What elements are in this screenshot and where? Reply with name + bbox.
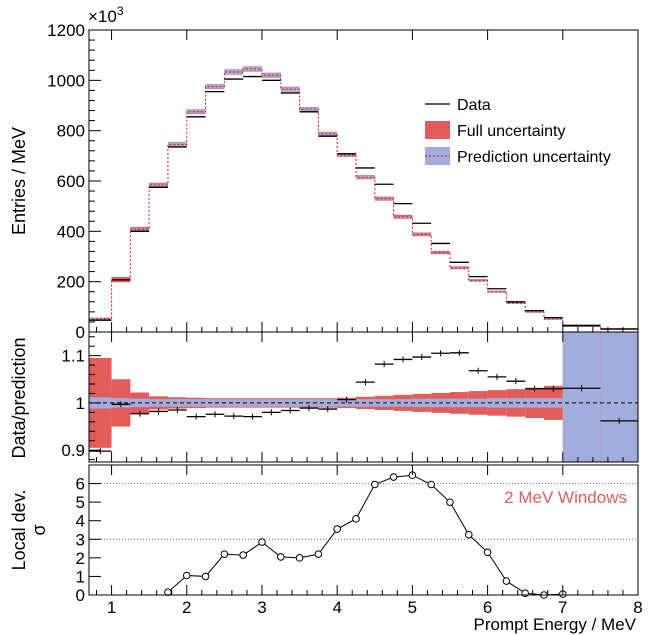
- ratio-frame: [88, 331, 639, 463]
- ratio-y-label: Data/prediction: [9, 337, 29, 458]
- prediction-step-line: [88, 68, 638, 332]
- x-tick-label: 5: [408, 598, 417, 617]
- prediction-uncertainty-band: [243, 66, 262, 72]
- ratio-y-tick-label: 1: [76, 394, 85, 413]
- spectrum-frame: [88, 29, 639, 333]
- ratio-prediction-uncertainty-band: [337, 399, 356, 407]
- local-dev-y-tick-label: 4: [76, 512, 85, 531]
- local-deviation-point: [389, 473, 398, 481]
- local-deviation-point: [446, 498, 454, 506]
- local-dev-y-label: Local dev.: [9, 490, 29, 571]
- local-deviation-point: [314, 550, 323, 558]
- ratio-prediction-uncertainty-band: [149, 399, 168, 407]
- ratio-prediction-uncertainty-band: [205, 399, 225, 407]
- local-dev-y-tick-label: 5: [76, 493, 85, 512]
- x-tick-label: 2: [182, 598, 191, 617]
- x-tick-label: 7: [558, 598, 567, 617]
- ratio-panel: 0.9 1 1.1 Data/prediction: [9, 331, 639, 463]
- legend-full-uncertainty-label: Full uncertainty: [457, 123, 566, 140]
- windows-annotation: 2 MeV Windows: [504, 488, 627, 507]
- local-deviation-point: [370, 480, 379, 489]
- local-deviation-point: [276, 553, 285, 561]
- ratio-prediction-uncertainty-band: [506, 398, 526, 408]
- spectrum-y-tick-label: 800: [57, 122, 85, 141]
- local-dev-y-tick-label: 2: [76, 549, 85, 568]
- prediction-uncertainty-band: [186, 110, 206, 114]
- prediction-uncertainty-band: [337, 153, 356, 157]
- legend-prediction-uncertainty-label: Prediction uncertainty: [457, 149, 611, 166]
- local-deviation-point: [352, 515, 360, 523]
- spectrum-y-tick-label: 600: [57, 172, 85, 191]
- prediction-uncertainty-band: [525, 311, 544, 313]
- legend: Data Full uncertainty Prediction uncerta…: [425, 97, 611, 166]
- x-tick-label: 4: [332, 598, 341, 617]
- spectrum-y-label: Entries / MeV: [9, 127, 29, 235]
- spectrum-y-tick-label: 1000: [47, 71, 85, 90]
- spectrum-y-tick-label: 1200: [47, 21, 85, 40]
- ratio-prediction-uncertainty-band: [525, 398, 544, 408]
- local-deviation-point: [464, 530, 473, 539]
- prediction-uncertainty-band: [318, 132, 338, 136]
- prediction-uncertainty-band: [205, 84, 225, 89]
- local-deviation-point: [258, 538, 266, 546]
- spectrum-y-tick-label: 400: [57, 222, 85, 241]
- local-dev-y-tick-label: 6: [76, 475, 85, 494]
- prediction-uncertainty-band: [167, 143, 187, 147]
- local-deviation-line: [167, 474, 563, 596]
- prediction-uncertainty-band: [299, 107, 319, 112]
- local-dev-y-label-sigma: σ: [29, 524, 49, 535]
- spectrum-y-tick-label: 0: [76, 323, 85, 342]
- local-dev-y-tick-label: 3: [76, 530, 85, 549]
- x-tick-label: 6: [483, 598, 492, 617]
- local-deviation-point: [295, 554, 304, 562]
- local-deviation-point: [182, 571, 191, 580]
- local-deviation-point: [201, 572, 210, 581]
- local-deviation-point: [239, 551, 247, 559]
- prediction-uncertainty-band: [374, 197, 394, 200]
- x-axis-label: Prompt Energy / MeV: [473, 615, 636, 634]
- ratio-prediction-uncertainty-band: [224, 399, 244, 407]
- prediction-uncertainty-band: [506, 302, 526, 304]
- local-deviation-point: [502, 577, 511, 585]
- ratio-y-tick-label: 0.9: [61, 441, 85, 460]
- spectrum-y-tick-label: 200: [57, 273, 85, 292]
- x-tick-label: 3: [257, 598, 266, 617]
- ratio-prediction-uncertainty-band: [562, 332, 601, 462]
- local-deviation-point: [333, 525, 341, 533]
- ratio-y-tick-label: 1.1: [61, 347, 85, 366]
- prediction-uncertainty-band: [468, 279, 488, 282]
- x-tick-label: 8: [633, 598, 642, 617]
- local-deviation-point: [483, 548, 492, 557]
- legend-data-label: Data: [457, 97, 491, 114]
- local-dev-y-tick-label: 1: [76, 567, 85, 586]
- ratio-prediction-uncertainty-band: [449, 398, 469, 408]
- ratio-prediction-uncertainty-band: [167, 399, 187, 407]
- local-deviation-point: [220, 550, 229, 558]
- prediction-uncertainty-band: [261, 73, 281, 78]
- prediction-uncertainty-band: [355, 175, 375, 179]
- ratio-prediction-uncertainty-band: [468, 398, 488, 408]
- ratio-prediction-uncertainty-band: [280, 399, 300, 407]
- ratio-prediction-uncertainty-band: [600, 332, 638, 462]
- x-tick-label: 1: [107, 598, 116, 617]
- local-deviation-frame: [88, 464, 639, 596]
- local-deviation-point: [427, 480, 435, 489]
- local-dev-y-tick-label: 0: [76, 586, 85, 605]
- prediction-uncertainty-band: [431, 251, 450, 254]
- spectrum-panel: 0 200 400 600 800 1000 1200 ×103 Entries / MeV…: [9, 4, 639, 342]
- x-axis: 1 2 3 4 5 6 7 8: [96, 30, 643, 617]
- ratio-prediction-uncertainty-band: [393, 399, 413, 407]
- y-multiplier: ×103: [88, 4, 124, 26]
- legend-full-uncertainty-swatch: [425, 121, 450, 139]
